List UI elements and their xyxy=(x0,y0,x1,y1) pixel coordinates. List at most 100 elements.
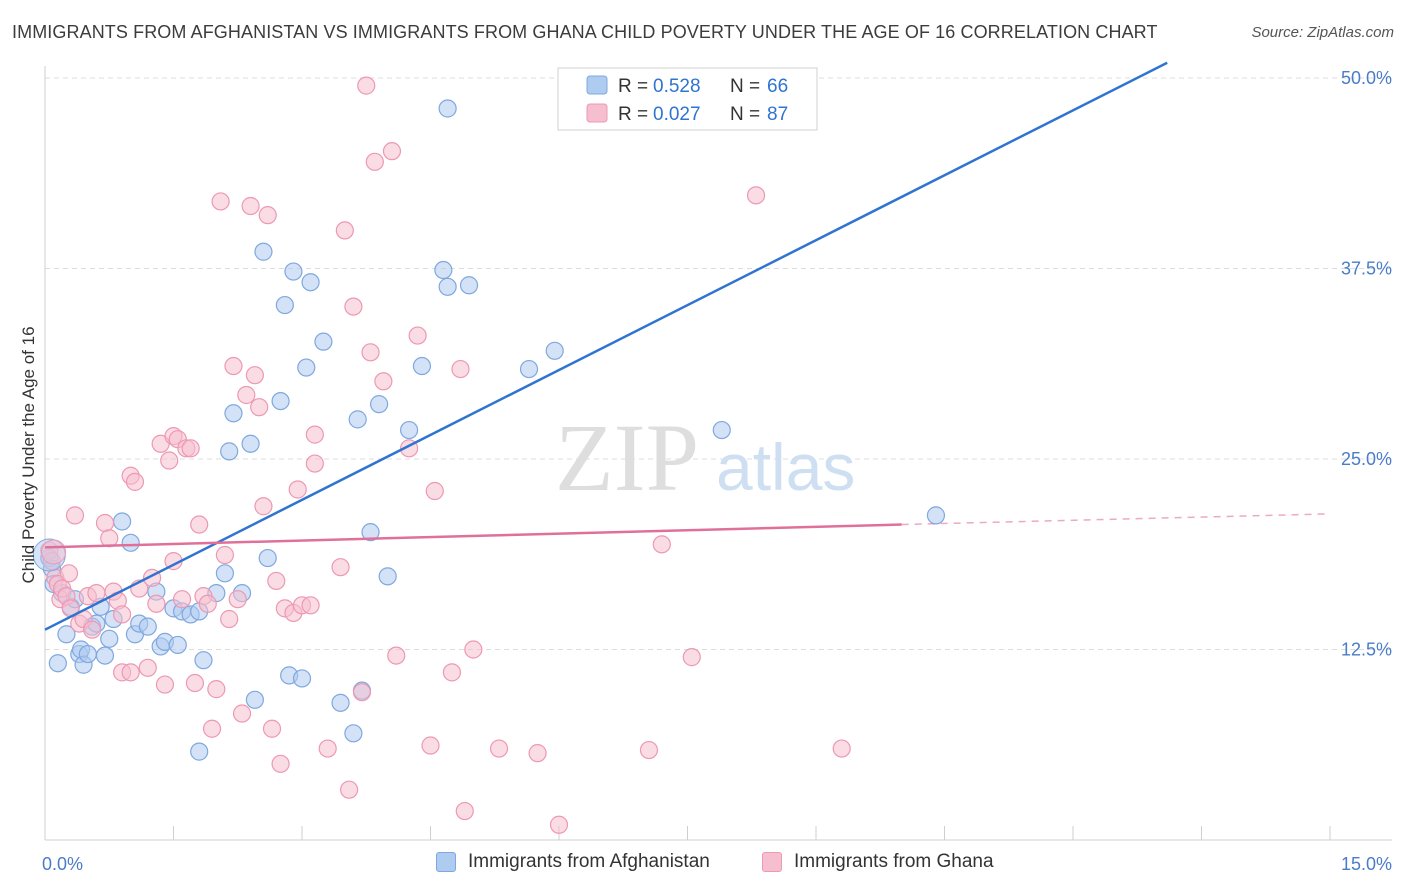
chart-source: Source: ZipAtlas.com xyxy=(1251,24,1394,41)
ghana-point xyxy=(344,297,363,316)
legend-n-label-ghana: N = xyxy=(730,104,760,125)
afghanistan-point xyxy=(215,564,234,583)
afghanistan-point xyxy=(271,391,290,411)
ghana-point xyxy=(451,359,470,379)
afghanistan-point xyxy=(112,512,132,531)
ghana-point xyxy=(160,451,179,470)
grid-lines xyxy=(45,77,1392,650)
legend-r-value-afghanistan: 0.528 xyxy=(653,76,701,97)
legend-label-ghana: Immigrants from Ghana xyxy=(794,851,994,872)
afghanistan-point xyxy=(78,644,97,664)
ghana-point xyxy=(237,385,256,405)
ghana-point xyxy=(318,739,337,758)
afghanistan-point xyxy=(519,359,539,379)
ghana-point xyxy=(301,596,320,615)
afghanistan-point xyxy=(190,742,209,761)
ghana-point xyxy=(250,398,269,417)
afghanistan-point xyxy=(48,654,67,673)
legend-swatch-ghana-bottom xyxy=(762,852,782,872)
ghana-point xyxy=(374,372,393,391)
ghana-point xyxy=(95,513,115,533)
y-axis-label: Child Poverty Under the Age of 16 xyxy=(19,326,38,583)
ghana-point xyxy=(59,564,79,583)
ghana-point xyxy=(335,221,354,240)
chart-title: IMMIGRANTS FROM AFGHANISTAN VS IMMIGRANT… xyxy=(12,22,1158,42)
afghanistan-point xyxy=(100,629,119,648)
x-tick-label-max: 15.0% xyxy=(1341,854,1392,874)
ghana-point xyxy=(215,545,234,565)
ghana-point xyxy=(155,675,175,694)
y-tick-label: 37.5% xyxy=(1341,259,1392,279)
ghana-point xyxy=(83,620,102,639)
ghana-point xyxy=(408,326,427,345)
ghana-point xyxy=(442,663,462,682)
ghana-point xyxy=(331,558,350,577)
watermark-zip: ZIP xyxy=(555,404,699,511)
ghana-point xyxy=(305,454,324,473)
afghanistan-point xyxy=(254,242,273,261)
ghana-point xyxy=(340,780,359,799)
ghana-point xyxy=(365,152,384,171)
legend-swatch-ghana xyxy=(586,103,608,123)
ghana-point xyxy=(652,535,671,554)
ghana-point xyxy=(147,594,166,613)
afghanistan-point xyxy=(301,273,320,292)
ghana-point xyxy=(464,640,483,659)
ghana-point xyxy=(198,594,217,613)
afghanistan-trend-line xyxy=(44,61,1168,631)
ghana-point xyxy=(271,754,290,773)
legend-item-ghana: Immigrants from Ghana xyxy=(762,851,994,873)
ghana-point xyxy=(224,356,243,376)
ghana-point xyxy=(100,529,119,548)
axes: 12.5% 25.0% 37.5% 50.0% 0.0% 15.0% xyxy=(42,66,1392,874)
legend-r-label-afghanistan: R = xyxy=(618,76,648,97)
legend-n-value-afghanistan: 66 xyxy=(767,76,788,97)
ghana-point xyxy=(220,609,239,629)
afghanistan-point xyxy=(314,332,333,351)
afghanistan-point xyxy=(412,356,432,376)
afghanistan-point xyxy=(378,567,397,586)
afghanistan-point xyxy=(926,506,946,525)
ghana-point xyxy=(125,472,145,491)
ghana-point xyxy=(267,571,286,591)
legend-item-afghanistan: Immigrants from Afghanistan xyxy=(436,851,710,873)
legend-r-label-ghana: R = xyxy=(618,104,648,125)
ghana-trend-line xyxy=(44,523,902,549)
y-tick-label: 25.0% xyxy=(1341,449,1392,469)
series-legend: Immigrants from Afghanistan Immigrants f… xyxy=(0,851,1406,877)
ghana-point xyxy=(288,480,307,499)
ghana-point xyxy=(172,590,192,609)
ghana-point xyxy=(489,739,509,758)
ghana-point xyxy=(549,815,569,834)
ghana-point xyxy=(232,704,252,723)
ghana-point xyxy=(65,506,85,525)
legend-swatch-afghanistan xyxy=(586,75,608,95)
afghanistan-point xyxy=(194,651,213,670)
ghana-point xyxy=(305,425,324,444)
afghanistan-point xyxy=(331,693,350,712)
ghana-point xyxy=(528,744,547,763)
ghana-point xyxy=(241,196,260,216)
ghana-point xyxy=(425,481,444,501)
afghanistan-point xyxy=(459,276,479,295)
afghanistan-point xyxy=(438,99,457,118)
watermark: ZIP atlas xyxy=(555,404,855,511)
ghana-point xyxy=(387,646,406,665)
afghanistan-point xyxy=(138,617,157,636)
ghana-point xyxy=(211,192,230,211)
afghanistan-point xyxy=(399,420,419,440)
afghanistan-point xyxy=(95,646,115,665)
ghana-point xyxy=(262,719,282,738)
afghanistan-point xyxy=(121,533,140,552)
ghana-point xyxy=(455,801,474,821)
afghanistan-point xyxy=(370,395,389,414)
afghanistan-point xyxy=(168,635,187,655)
afghanistan-point xyxy=(438,277,457,296)
afghanistan-point xyxy=(297,358,316,377)
ghana-trend-extension xyxy=(901,513,1331,526)
afghanistan-point xyxy=(241,434,260,453)
legend-swatch-afghanistan-bottom xyxy=(436,852,456,872)
ghana-point xyxy=(361,343,380,362)
afghanistan-point xyxy=(361,523,380,542)
